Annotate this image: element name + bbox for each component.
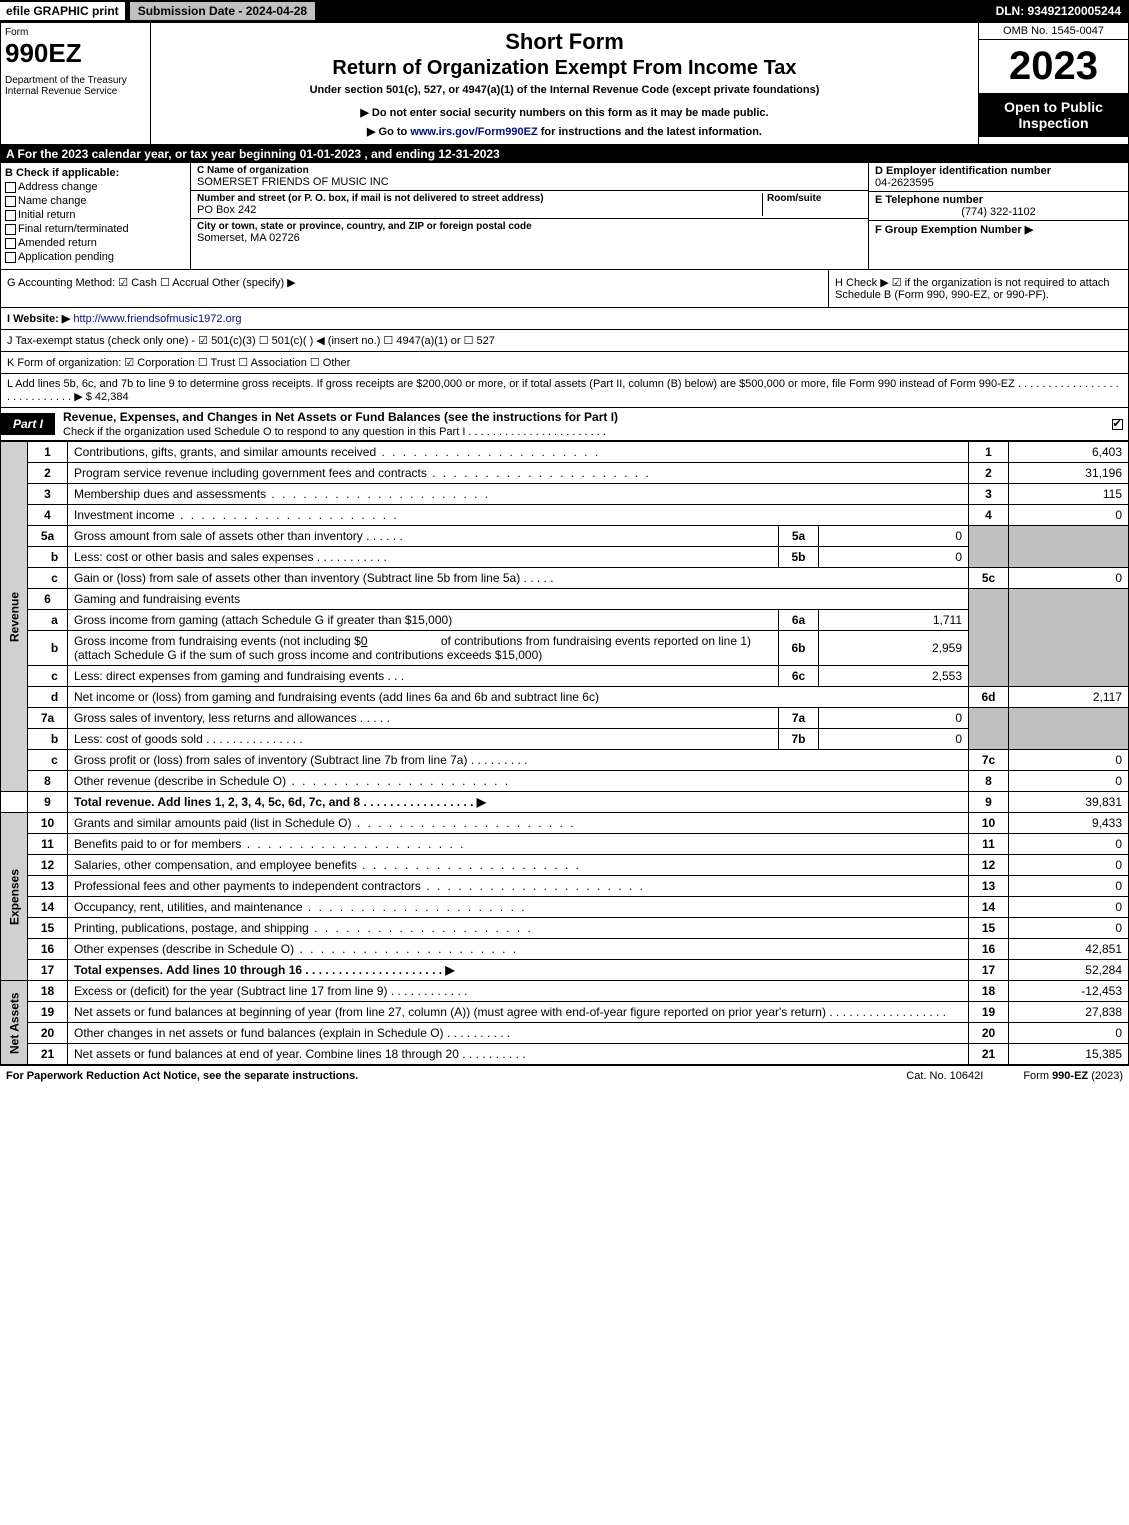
section-e: E Telephone number (774) 322-1102 xyxy=(869,192,1128,221)
footer: For Paperwork Reduction Act Notice, see … xyxy=(0,1065,1129,1086)
part1-checkbox[interactable] xyxy=(1108,417,1128,431)
short-form-title: Short Form xyxy=(157,29,972,55)
city: Somerset, MA 02726 xyxy=(197,232,862,244)
chk-pending[interactable]: Application pending xyxy=(5,251,186,263)
ein: 04-2623595 xyxy=(875,177,1122,189)
chk-amended[interactable]: Amended return xyxy=(5,237,186,249)
chk-final[interactable]: Final return/terminated xyxy=(5,223,186,235)
form-header: Form 990EZ Department of the Treasury In… xyxy=(0,22,1129,145)
efile-label[interactable]: efile GRAPHIC print xyxy=(0,2,125,20)
section-g: G Accounting Method: ☑ Cash ☐ Accrual Ot… xyxy=(1,270,828,307)
part1-title: Revenue, Expenses, and Changes in Net As… xyxy=(55,408,1108,440)
part1-header: Part I Revenue, Expenses, and Changes in… xyxy=(0,408,1129,441)
part1-tab: Part I xyxy=(1,413,55,435)
department: Department of the Treasury Internal Reve… xyxy=(5,75,146,97)
form-number: 990EZ xyxy=(5,38,146,69)
lines-table: Revenue 1Contributions, gifts, grants, a… xyxy=(0,441,1129,1065)
do-not-enter: ▶ Do not enter social security numbers o… xyxy=(157,106,972,119)
top-bar: efile GRAPHIC print Submission Date - 20… xyxy=(0,0,1129,22)
section-h: H Check ▶ ☑ if the organization is not r… xyxy=(828,270,1128,307)
info-table: B Check if applicable: Address change Na… xyxy=(0,163,1129,270)
street-label: Number and street (or P. O. box, if mail… xyxy=(197,193,762,204)
footer-mid: Cat. No. 10642I xyxy=(906,1070,983,1082)
street: PO Box 242 xyxy=(197,204,762,216)
section-a: A For the 2023 calendar year, or tax yea… xyxy=(0,145,1129,163)
phone: (774) 322-1102 xyxy=(875,206,1122,218)
goto-pre: ▶ Go to xyxy=(367,126,410,138)
form-label: Form xyxy=(5,27,146,38)
netassets-label: Net Assets xyxy=(1,981,28,1065)
phone-label: E Telephone number xyxy=(875,194,1122,206)
section-i: I Website: ▶ http://www.friendsofmusic19… xyxy=(0,308,1129,330)
chk-name[interactable]: Name change xyxy=(5,195,186,207)
footer-left: For Paperwork Reduction Act Notice, see … xyxy=(6,1070,358,1082)
name-label: C Name of organization xyxy=(197,165,862,176)
city-cell: City or town, state or province, country… xyxy=(191,219,868,246)
under-section: Under section 501(c), 527, or 4947(a)(1)… xyxy=(157,84,972,96)
open-to-public: Open to Public Inspection xyxy=(979,93,1128,137)
city-label: City or town, state or province, country… xyxy=(197,221,862,232)
gh-row: G Accounting Method: ☑ Cash ☐ Accrual Ot… xyxy=(0,270,1129,308)
org-name: SOMERSET FRIENDS OF MUSIC INC xyxy=(197,176,862,188)
ein-label: D Employer identification number xyxy=(875,165,1122,177)
chk-initial[interactable]: Initial return xyxy=(5,209,186,221)
section-k: K Form of organization: ☑ Corporation ☐ … xyxy=(0,352,1129,374)
omb-number: OMB No. 1545-0047 xyxy=(979,23,1128,40)
section-c: C Name of organization SOMERSET FRIENDS … xyxy=(191,163,868,269)
goto-post: for instructions and the latest informat… xyxy=(538,126,762,138)
dln: DLN: 93492120005244 xyxy=(988,2,1129,20)
goto-line: ▶ Go to www.irs.gov/Form990EZ for instru… xyxy=(157,125,972,138)
chk-address[interactable]: Address change xyxy=(5,181,186,193)
header-center: Short Form Return of Organization Exempt… xyxy=(151,23,978,144)
return-title: Return of Organization Exempt From Incom… xyxy=(157,57,972,80)
website-link[interactable]: http://www.friendsofmusic1972.org xyxy=(73,313,241,325)
section-f: F Group Exemption Number ▶ xyxy=(869,221,1128,269)
header-left: Form 990EZ Department of the Treasury In… xyxy=(1,23,151,144)
website-label: I Website: ▶ xyxy=(7,313,70,325)
expenses-label: Expenses xyxy=(1,813,28,981)
footer-right: Form 990-EZ (2023) xyxy=(1023,1070,1123,1082)
section-b-label: B Check if applicable: xyxy=(5,167,186,179)
tax-year: 2023 xyxy=(979,40,1128,93)
revenue-label: Revenue xyxy=(1,442,28,792)
room-label: Room/suite xyxy=(767,193,862,204)
group-label: F Group Exemption Number ▶ xyxy=(875,223,1122,236)
section-j: J Tax-exempt status (check only one) - ☑… xyxy=(0,330,1129,352)
org-name-cell: C Name of organization SOMERSET FRIENDS … xyxy=(191,163,868,191)
section-d: D Employer identification number 04-2623… xyxy=(869,163,1128,192)
submission-date: Submission Date - 2024-04-28 xyxy=(129,1,316,21)
section-def: D Employer identification number 04-2623… xyxy=(868,163,1128,269)
section-b: B Check if applicable: Address change Na… xyxy=(1,163,191,269)
goto-link[interactable]: www.irs.gov/Form990EZ xyxy=(410,126,537,138)
street-cell: Number and street (or P. O. box, if mail… xyxy=(191,191,868,219)
header-right: OMB No. 1545-0047 2023 Open to Public In… xyxy=(978,23,1128,144)
section-l: L Add lines 5b, 6c, and 7b to line 9 to … xyxy=(0,374,1129,408)
